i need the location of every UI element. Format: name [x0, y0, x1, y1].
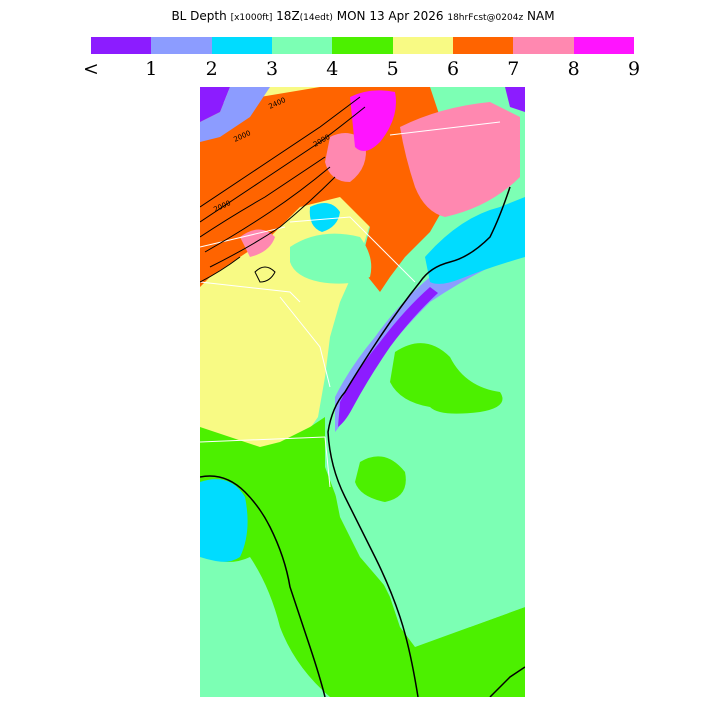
title-part: BL Depth — [171, 9, 231, 23]
color-swatch — [91, 37, 152, 54]
field-3k-southwest — [200, 557, 330, 697]
field-4k-ocean-blob — [390, 343, 503, 414]
state-boundaries — [200, 121, 501, 488]
terrain-contours — [200, 96, 366, 283]
field-2k-southwest — [200, 479, 248, 562]
field-2k-inland — [309, 203, 340, 232]
field-4k-ocean-blob-2 — [355, 456, 406, 502]
title-part: MON 13 Apr 2026 — [332, 9, 448, 23]
scale-label: 2 — [205, 58, 218, 80]
field-below1k-coast — [338, 287, 438, 427]
scale-label: 1 — [145, 58, 158, 80]
scale-label: 4 — [326, 58, 339, 80]
color-swatch — [151, 37, 212, 54]
field-below1k-ne — [505, 87, 525, 112]
title-part: 18hrFcst@0204z — [447, 13, 524, 23]
scale-label: 9 — [627, 58, 641, 80]
title-part: (14edt) — [299, 13, 333, 23]
color-swatch — [271, 37, 333, 54]
map-title: BL Depth [x1000ft] 18Z(14edt) MON 13 Apr… — [0, 9, 726, 23]
scale-label: 6 — [446, 58, 460, 80]
title-part: [x1000ft] — [230, 13, 273, 23]
scale-label: 3 — [265, 58, 279, 80]
field-below1k-corner — [200, 87, 230, 122]
color-swatch — [392, 37, 453, 54]
title-part: 18Z — [272, 9, 300, 23]
color-swatch — [211, 37, 272, 54]
color-swatch — [452, 37, 514, 54]
title-part: NAM — [523, 9, 555, 23]
field-1k-coast — [335, 257, 490, 432]
color-swatch — [573, 37, 634, 54]
field-8k-magenta — [350, 90, 396, 151]
scale-label: < — [83, 58, 99, 80]
coastline — [200, 186, 525, 697]
scale-label: 7 — [507, 58, 520, 80]
scale-label: 5 — [386, 58, 399, 80]
field-1k-corner — [200, 87, 270, 142]
color-swatch — [332, 37, 393, 54]
scale-label: 8 — [567, 58, 580, 80]
color-swatch — [513, 37, 574, 54]
color-scale-bar — [91, 37, 634, 54]
field-6k-north — [200, 87, 460, 292]
boundary-layer-depth-map: 2400 2000 2000 2000 — [200, 87, 525, 697]
field-3k-inland — [290, 233, 372, 284]
